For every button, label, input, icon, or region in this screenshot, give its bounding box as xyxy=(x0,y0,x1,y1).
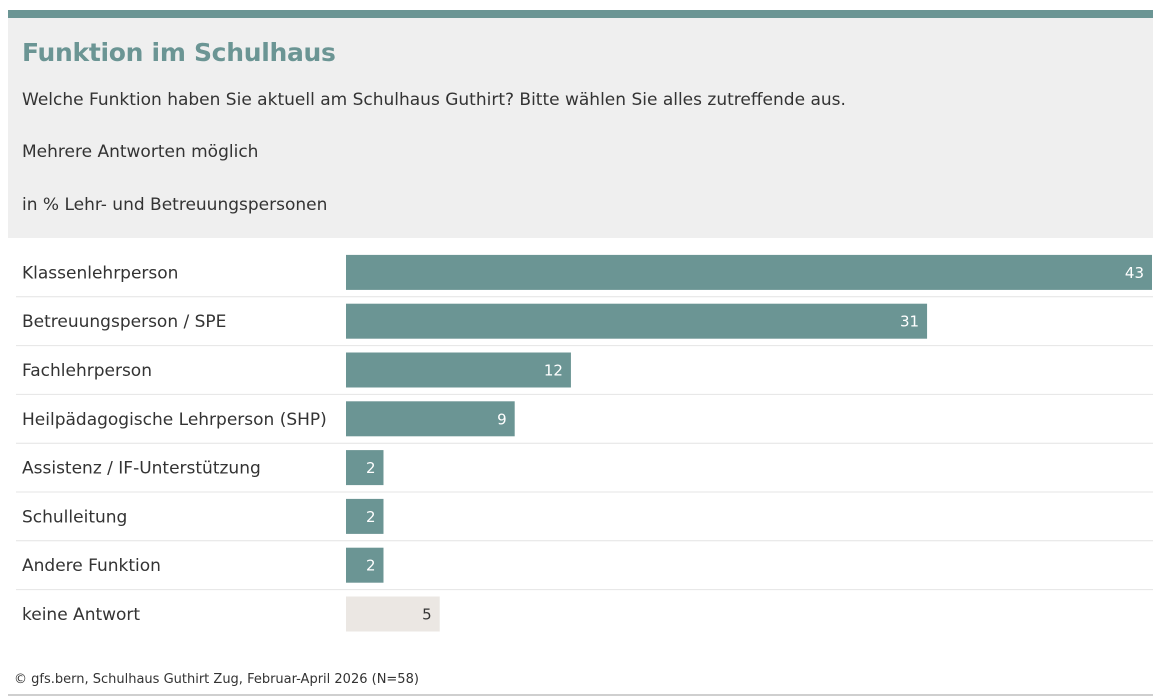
bar xyxy=(346,352,571,388)
category-label: Betreuungsperson / SPE xyxy=(22,312,226,332)
chart-header: Funktion im Schulhaus Welche Funktion ha… xyxy=(8,18,1153,238)
value-label: 43 xyxy=(1125,264,1144,282)
category-label: keine Antwort xyxy=(22,605,140,625)
bar-no-answer xyxy=(346,596,440,632)
bar xyxy=(346,303,928,339)
bar xyxy=(346,254,1152,290)
bottom-rule xyxy=(8,694,1153,696)
bar xyxy=(346,450,384,486)
value-label: 2 xyxy=(366,508,376,526)
unit-note: in % Lehr- und Betreuungspersonen xyxy=(22,195,328,215)
bar xyxy=(346,401,515,437)
value-label: 2 xyxy=(366,459,376,477)
category-label: Heilpädagogische Lehrperson (SHP) xyxy=(22,410,327,430)
top-accent-rule xyxy=(8,10,1153,18)
value-label: 2 xyxy=(366,557,376,575)
value-label: 12 xyxy=(544,362,563,380)
source-footer: © gfs.bern, Schulhaus Guthirt Zug, Febru… xyxy=(14,672,419,687)
value-label: 31 xyxy=(900,313,919,331)
multiple-answers-note: Mehrere Antworten möglich xyxy=(22,142,259,162)
bar xyxy=(346,498,384,534)
category-label: Andere Funktion xyxy=(22,556,161,576)
category-label: Fachlehrperson xyxy=(22,361,152,381)
chart-title: Funktion im Schulhaus xyxy=(22,38,336,67)
category-label: Schulleitung xyxy=(22,507,127,527)
category-label: Klassenlehrperson xyxy=(22,263,178,283)
bar-chart: Klassenlehrperson 43 Betreuungsperson / SP… xyxy=(16,254,1153,632)
value-label: 5 xyxy=(422,606,432,624)
question-text: Welche Funktion haben Sie aktuell am Sch… xyxy=(22,90,846,110)
category-label: Assistenz / IF-Unterstützung xyxy=(22,459,261,479)
value-label: 9 xyxy=(497,410,507,428)
bar xyxy=(346,547,384,583)
